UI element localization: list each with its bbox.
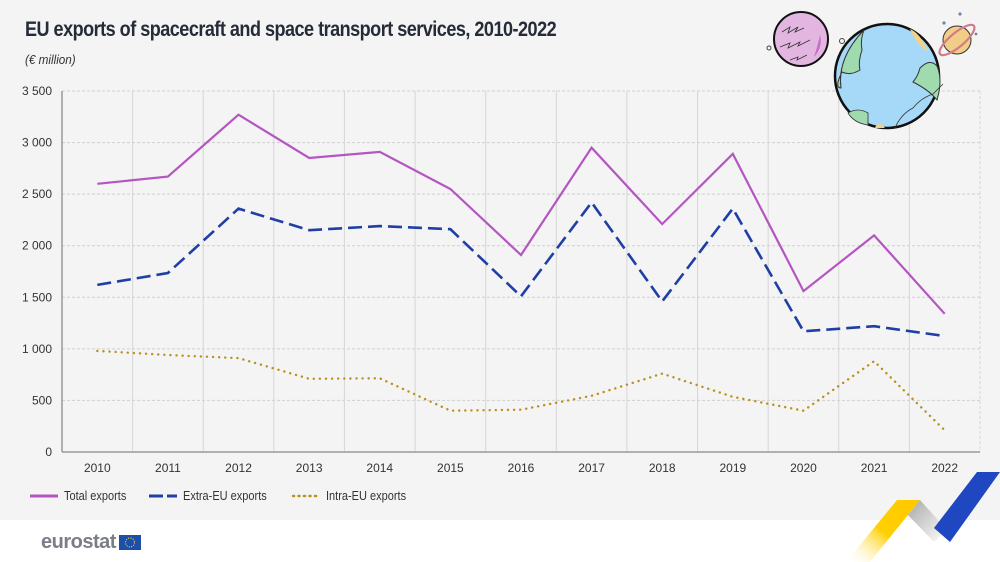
- data-point: [942, 311, 947, 316]
- legend-label: Intra-EU exports: [326, 489, 407, 503]
- x-tick-label: 2015: [437, 461, 464, 475]
- saturn-icon: [938, 12, 978, 57]
- x-tick-label: 2020: [790, 461, 817, 475]
- legend-item-total: Total exports: [30, 489, 135, 503]
- series-lines: [95, 112, 947, 433]
- legend-label: Extra-EU exports: [182, 489, 267, 503]
- series-line-total-exports: [97, 113, 946, 315]
- data-point: [872, 233, 877, 238]
- planet-icon: [766, 11, 829, 67]
- y-tick-label: 500: [32, 393, 52, 407]
- data-point: [942, 428, 947, 433]
- y-tick-label: 2 000: [22, 239, 52, 253]
- legend-item-extra: Extra-EU exports: [148, 489, 278, 503]
- data-point: [519, 294, 524, 299]
- x-tick-label: 2018: [649, 461, 676, 475]
- data-point: [448, 186, 453, 191]
- data-point: [95, 348, 100, 353]
- y-tick-label: 1 500: [22, 290, 52, 304]
- eurostat-logo: eurostat: [41, 531, 141, 554]
- data-point: [377, 224, 382, 229]
- data-point: [236, 112, 241, 117]
- earth-icon: [833, 22, 944, 130]
- legend-swatch-solid: [30, 494, 58, 498]
- data-point: [519, 407, 524, 412]
- data-point: [377, 149, 382, 154]
- x-tick-label: 2022: [931, 461, 958, 475]
- data-point: [165, 353, 170, 358]
- data-point: [448, 227, 453, 232]
- x-tick-label: 2016: [508, 461, 535, 475]
- y-tick-label: 2 500: [22, 187, 52, 201]
- planets-illustration: [766, 11, 978, 130]
- data-point: [660, 299, 665, 304]
- x-tick-label: 2021: [861, 461, 888, 475]
- data-point: [519, 252, 524, 257]
- eurostat-logo-text: eurostat: [41, 531, 116, 553]
- x-tick-label: 2012: [225, 461, 252, 475]
- legend: Total exports Extra-EU exports Intra-EU …: [30, 486, 431, 506]
- series-line-extra-eu-exports: [97, 200, 945, 338]
- legend-swatch-dotted: [292, 494, 321, 498]
- data-point: [165, 271, 170, 276]
- legend-label: Total exports: [64, 489, 127, 503]
- data-point: [589, 200, 594, 205]
- data-point: [660, 222, 665, 227]
- legend-swatch-dashed: [148, 494, 177, 498]
- data-point: [165, 174, 170, 179]
- data-point: [801, 329, 806, 334]
- axes: 0 500 1 000 1 500 2 000 2 500 3 000 3 500 2010 20…: [22, 84, 980, 475]
- data-point: [307, 228, 312, 233]
- data-point: [589, 145, 594, 150]
- x-tick-label: 2019: [719, 461, 746, 475]
- y-tick-label: 1 000: [22, 342, 52, 356]
- grid: [62, 90, 981, 452]
- x-tick-label: 2014: [366, 461, 393, 475]
- x-tick-label: 2011: [155, 461, 181, 475]
- data-point: [307, 376, 312, 381]
- data-point: [872, 324, 877, 329]
- data-point: [307, 156, 312, 161]
- x-tick-label: 2013: [296, 461, 323, 475]
- data-point: [660, 371, 665, 376]
- y-tick-label: 3 500: [22, 84, 52, 98]
- data-point: [730, 394, 735, 399]
- y-tick-label: 0: [45, 445, 52, 459]
- data-point: [801, 289, 806, 294]
- x-tick-label: 2010: [84, 461, 111, 475]
- data-point: [448, 408, 453, 413]
- eurostat-ribbon-icon: [846, 472, 1000, 562]
- data-point: [377, 376, 382, 381]
- data-point: [236, 356, 241, 361]
- x-tick-label: 2017: [578, 461, 605, 475]
- data-point: [872, 359, 877, 364]
- data-point: [95, 181, 100, 186]
- data-point: [95, 282, 100, 287]
- chart-subtitle: (€ million): [25, 52, 76, 67]
- line-chart: 0 500 1 000 1 500 2 000 2 500 3 000 3 500 2010 20…: [22, 84, 981, 475]
- chart-title: EU exports of spacecraft and space trans…: [25, 18, 557, 41]
- data-point: [942, 333, 947, 338]
- data-point: [730, 206, 735, 211]
- data-point: [801, 408, 806, 413]
- eu-flag-icon: [118, 535, 141, 550]
- data-point: [236, 206, 241, 211]
- legend-item-intra: Intra-EU exports: [292, 489, 417, 503]
- y-tick-label: 3 000: [22, 136, 52, 150]
- series-line-intra-eu-exports: [96, 349, 946, 432]
- data-point: [589, 393, 594, 398]
- footer: [0, 520, 1000, 562]
- data-point: [730, 151, 735, 156]
